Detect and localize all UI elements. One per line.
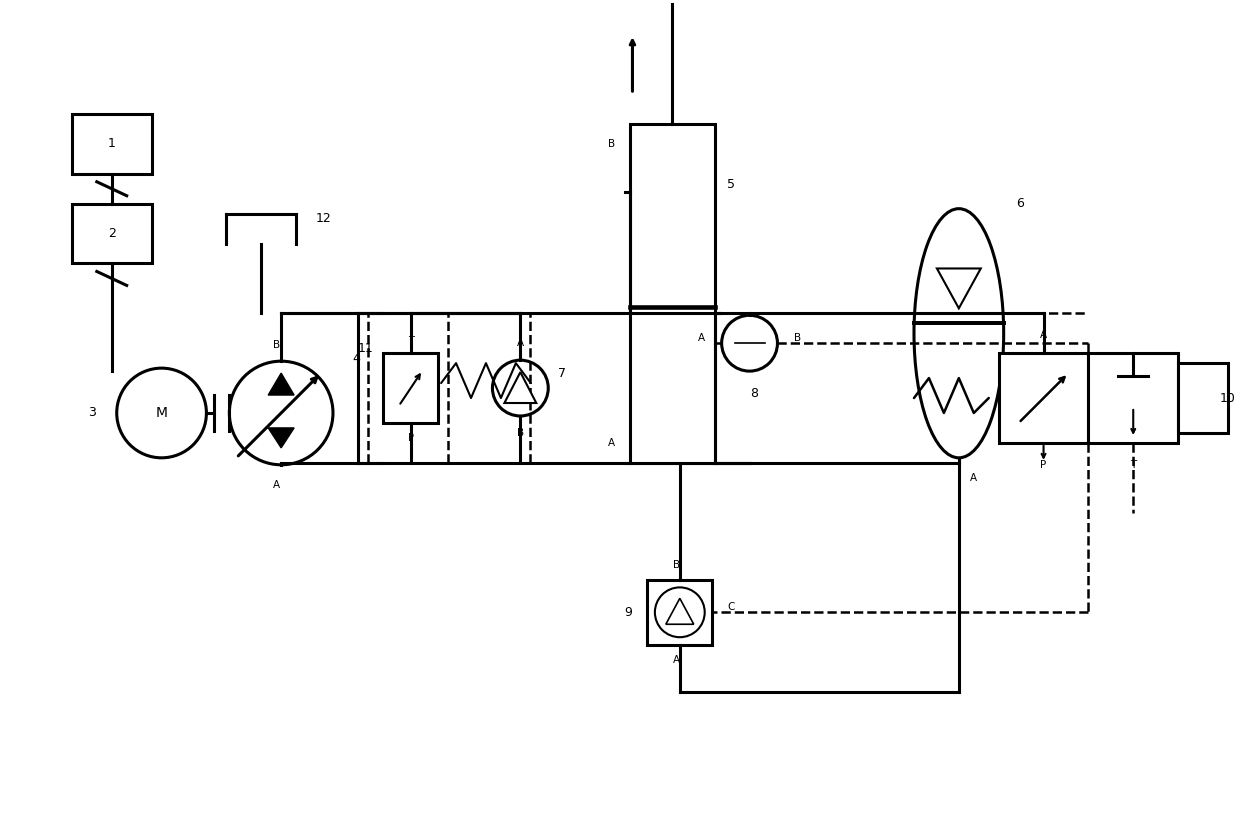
- Text: 12: 12: [316, 212, 332, 225]
- Text: C: C: [727, 602, 734, 612]
- Bar: [72, 204, 151, 263]
- Text: 10: 10: [1220, 392, 1236, 405]
- Bar: [630, 124, 714, 463]
- Text: M: M: [155, 406, 167, 420]
- Bar: [1089, 353, 1178, 443]
- Text: 1: 1: [108, 137, 115, 150]
- Text: A: A: [1040, 330, 1047, 341]
- Text: 3: 3: [88, 406, 95, 420]
- Polygon shape: [268, 428, 294, 448]
- Bar: [383, 353, 438, 423]
- Polygon shape: [505, 372, 536, 403]
- Text: A: A: [970, 472, 977, 483]
- Text: P: P: [1040, 460, 1047, 470]
- Ellipse shape: [914, 209, 1003, 458]
- Text: B: B: [517, 428, 525, 438]
- Text: T: T: [408, 337, 414, 346]
- Text: 6: 6: [1016, 198, 1023, 211]
- Polygon shape: [666, 598, 693, 624]
- Bar: [647, 580, 712, 645]
- Text: B: B: [673, 560, 681, 570]
- Text: A: A: [608, 438, 615, 448]
- Text: B: B: [795, 333, 801, 343]
- Text: 8: 8: [750, 386, 759, 399]
- Circle shape: [117, 368, 206, 458]
- Text: B: B: [273, 340, 280, 350]
- Text: 7: 7: [558, 367, 567, 380]
- Text: 9: 9: [625, 606, 632, 619]
- Circle shape: [655, 587, 704, 637]
- Polygon shape: [937, 268, 981, 308]
- Text: P: P: [408, 433, 414, 443]
- Text: 4: 4: [352, 352, 360, 365]
- Text: T: T: [1130, 460, 1136, 470]
- Bar: [998, 353, 1089, 443]
- Polygon shape: [268, 373, 294, 395]
- Circle shape: [492, 360, 548, 416]
- Text: 11: 11: [357, 341, 373, 354]
- Circle shape: [229, 361, 334, 465]
- Text: A: A: [673, 654, 681, 665]
- Text: B: B: [608, 139, 615, 149]
- Bar: [1178, 363, 1228, 433]
- Circle shape: [722, 315, 777, 371]
- Text: A: A: [698, 333, 704, 343]
- Text: 5: 5: [727, 179, 734, 191]
- Text: A: A: [273, 480, 280, 489]
- Text: 2: 2: [108, 227, 115, 240]
- Bar: [72, 114, 151, 174]
- Text: A: A: [517, 338, 525, 348]
